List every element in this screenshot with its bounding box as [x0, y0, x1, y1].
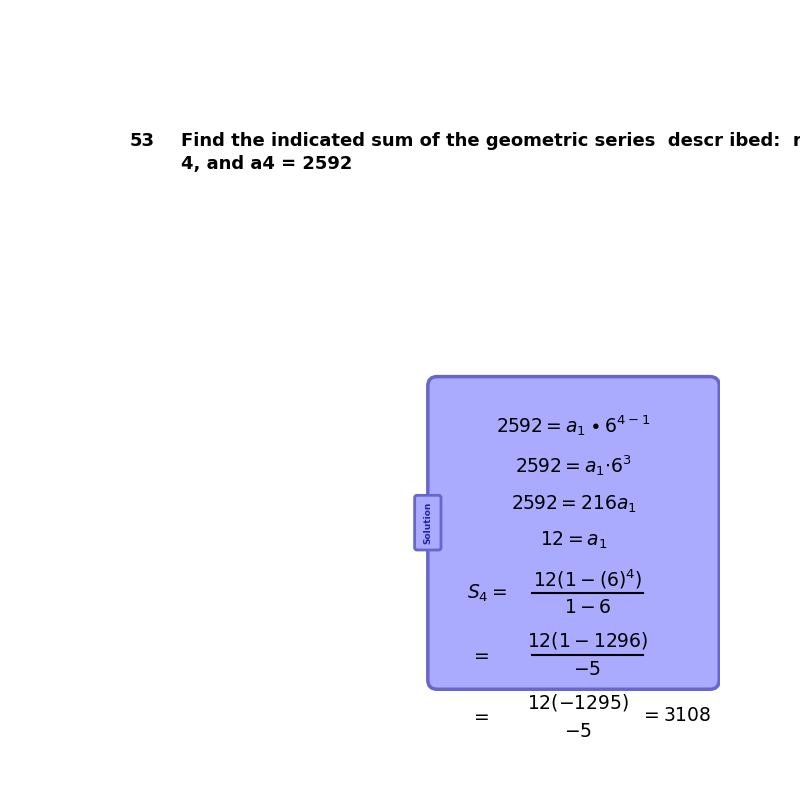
Text: $2592 = 216a_1$: $2592 = 216a_1$	[510, 494, 637, 515]
Text: $= 3108$: $= 3108$	[640, 707, 712, 725]
Text: $12(1-1296)$: $12(1-1296)$	[527, 630, 648, 651]
Text: $=$: $=$	[470, 645, 490, 664]
Text: 4, and a4 = 2592: 4, and a4 = 2592	[182, 155, 353, 173]
Text: $12(-1295)$: $12(-1295)$	[527, 692, 629, 713]
Text: $-5$: $-5$	[574, 661, 602, 679]
Text: $-5$: $-5$	[564, 723, 592, 740]
Text: $2592 = a_1{\cdot}6^3$: $2592 = a_1{\cdot}6^3$	[515, 453, 632, 478]
Text: $12(1-(6)^4)$: $12(1-(6)^4)$	[533, 567, 642, 591]
FancyBboxPatch shape	[428, 377, 719, 689]
Text: $2592 = a_1 \bullet 6^{4-1}$: $2592 = a_1 \bullet 6^{4-1}$	[496, 413, 650, 438]
Text: 53: 53	[130, 132, 154, 150]
Text: Solution: Solution	[423, 502, 432, 544]
Text: $1-6$: $1-6$	[564, 600, 611, 618]
FancyBboxPatch shape	[414, 495, 441, 550]
Text: $=$: $=$	[470, 707, 490, 725]
Text: $S_4 =$: $S_4 =$	[466, 582, 506, 604]
Text: Find the indicated sum of the geometric series  descr ibed:  r = 6,  n =: Find the indicated sum of the geometric …	[182, 132, 800, 150]
Text: $12 = a_1$: $12 = a_1$	[540, 530, 607, 551]
